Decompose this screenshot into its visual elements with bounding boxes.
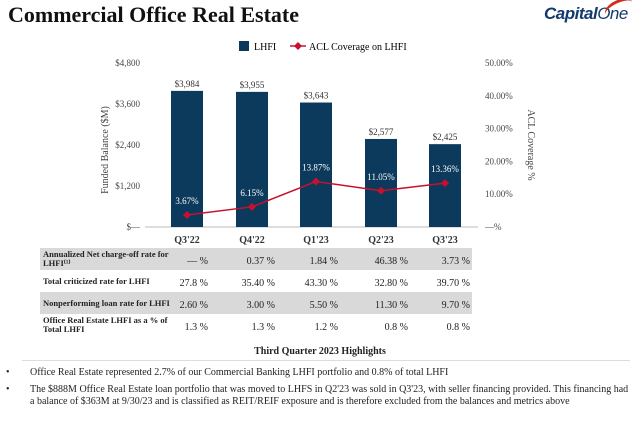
table-row: Annualized Net charge-off rate for LHFI⁽…: [40, 248, 472, 270]
x-tick-label: Q3'22: [174, 235, 200, 246]
capital-one-logo: CapitalOne: [544, 0, 637, 24]
row-label: Office Real Estate LHFI as a % of Total …: [43, 315, 168, 334]
bar-value-label: $3,955: [240, 80, 265, 90]
row-label: Nonperforming loan rate for LHFI: [43, 298, 170, 308]
table-cell: 1.84 %: [309, 256, 338, 267]
bar-value-label: $2,577: [369, 127, 394, 137]
acl-marker: [248, 202, 256, 211]
bar: [171, 90, 203, 227]
table-cell: 11.30 %: [375, 300, 408, 311]
table-cell: 3.00 %: [246, 300, 275, 311]
table-cell: 1.2 %: [314, 322, 338, 333]
acl-value-label: 6.15%: [240, 188, 264, 198]
x-tick-label: Q4'22: [239, 235, 265, 246]
acl-marker: [441, 179, 449, 188]
table-cell: 0.8 %: [446, 322, 470, 333]
bar-value-label: $2,425: [433, 132, 458, 142]
acl-value-label: 13.87%: [302, 163, 330, 173]
bullet-icon: •: [6, 367, 10, 378]
table-cell: 32.80 %: [374, 278, 408, 289]
row-label: Annualized Net charge-off rate for LHFI⁽…: [43, 249, 169, 268]
y2-tick-label: 50.00%: [485, 58, 513, 68]
table-cell: 5.50 %: [309, 300, 338, 311]
legend-label-lhfi: LHFI: [254, 42, 276, 53]
table-cell: 0.37 %: [246, 256, 275, 267]
legend-label-acl: ACL Coverage on LHFI: [309, 42, 407, 53]
bar: [365, 138, 397, 227]
bullet-icon: •: [6, 384, 10, 395]
table-row: Nonperforming loan rate for LHFI 2.60 % 3.…: [40, 292, 472, 314]
table-cell: 1.3 %: [251, 322, 275, 333]
chart: LHFI ACL Coverage on LHFI Funded Balance…: [100, 41, 536, 246]
y2-tick-label: 10.00%: [485, 189, 513, 199]
bar: [300, 102, 332, 227]
page-title: Commercial Office Real Estate: [8, 2, 299, 27]
table-cell: 2.60 %: [179, 300, 208, 311]
y-axis-label: Funded Balance ($M): [100, 106, 111, 194]
acl-marker: [377, 186, 385, 195]
acl-value-label: 13.36%: [431, 164, 459, 174]
table-cell: 46.38 %: [374, 256, 408, 267]
table-cell: — %: [187, 256, 208, 267]
y-tick-label: $4,800: [115, 58, 140, 68]
y2-tick-label: 40.00%: [485, 91, 513, 101]
y2-tick-label: 20.00%: [485, 156, 513, 166]
legend-swatch-lhfi: [239, 41, 249, 51]
bar-value-label: $3,984: [175, 79, 200, 89]
y-tick-label: $—: [127, 222, 142, 232]
table-row: Office Real Estate LHFI as a % of Total …: [40, 314, 472, 336]
table-row: Total criticized rate for LHFI 27.8 % 35.4…: [40, 270, 472, 292]
table-cell: 9.70 %: [441, 300, 470, 311]
y2-tick-label: —%: [484, 222, 502, 232]
acl-marker: [312, 177, 320, 186]
bar-value-label: $3,643: [304, 91, 329, 101]
y-tick-label: $3,600: [115, 99, 140, 109]
table-cell: 27.8 %: [179, 278, 208, 289]
table-cell: 1.3 %: [184, 322, 208, 333]
y-tick-label: $1,200: [115, 181, 140, 191]
table-cell: 35.40 %: [241, 278, 275, 289]
x-tick-label: Q2'23: [368, 235, 394, 246]
acl-value-label: 11.05%: [367, 172, 395, 182]
table-cell: 43.30 %: [304, 278, 338, 289]
y2-axis-label: ACL Coverage %: [525, 109, 536, 180]
acl-value-label: 3.67%: [175, 196, 199, 206]
x-tick-label: Q1'23: [303, 235, 329, 246]
legend: LHFI ACL Coverage on LHFI: [239, 41, 407, 53]
acl-marker: [183, 210, 191, 219]
highlights-title: Third Quarter 2023 Highlights: [254, 346, 386, 357]
row-label: Total criticized rate for LHFI: [43, 276, 150, 286]
table-cell: 39.70 %: [436, 278, 470, 289]
x-tick-label: Q3'23: [432, 235, 458, 246]
table-cell: 0.8 %: [384, 322, 408, 333]
y-tick-label: $2,400: [115, 140, 140, 150]
metrics-table: Annualized Net charge-off rate for LHFI⁽…: [40, 248, 472, 336]
table-cell: 3.73 %: [441, 256, 470, 267]
y2-tick-label: 30.00%: [485, 124, 513, 134]
divider: [22, 360, 630, 361]
